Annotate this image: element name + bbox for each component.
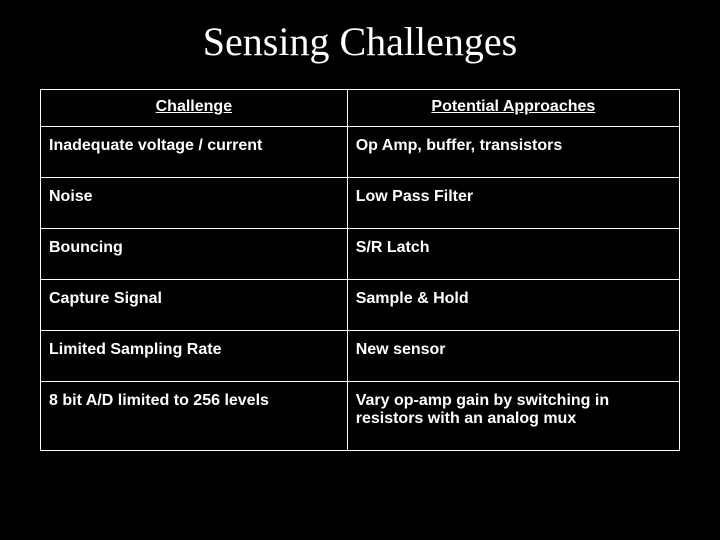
cell-approach: S/R Latch — [347, 229, 679, 280]
table-row: Bouncing S/R Latch — [41, 229, 680, 280]
table-header-row: Challenge Potential Approaches — [41, 90, 680, 127]
cell-approach: New sensor — [347, 331, 679, 382]
cell-approach: Sample & Hold — [347, 280, 679, 331]
cell-challenge: Noise — [41, 178, 348, 229]
table-row: Noise Low Pass Filter — [41, 178, 680, 229]
cell-challenge: Inadequate voltage / current — [41, 127, 348, 178]
table-row: Inadequate voltage / current Op Amp, buf… — [41, 127, 680, 178]
col-header-approaches: Potential Approaches — [347, 90, 679, 127]
cell-challenge: Bouncing — [41, 229, 348, 280]
slide: Sensing Challenges Challenge Potential A… — [0, 0, 720, 540]
cell-approach: Vary op-amp gain by switching in resisto… — [347, 382, 679, 451]
table-row: Capture Signal Sample & Hold — [41, 280, 680, 331]
cell-approach: Low Pass Filter — [347, 178, 679, 229]
challenges-table: Challenge Potential Approaches Inadequat… — [40, 89, 680, 451]
cell-challenge: 8 bit A/D limited to 256 levels — [41, 382, 348, 451]
slide-title: Sensing Challenges — [40, 18, 680, 65]
cell-challenge: Capture Signal — [41, 280, 348, 331]
cell-approach: Op Amp, buffer, transistors — [347, 127, 679, 178]
table-row: 8 bit A/D limited to 256 levels Vary op-… — [41, 382, 680, 451]
cell-challenge: Limited Sampling Rate — [41, 331, 348, 382]
col-header-challenge: Challenge — [41, 90, 348, 127]
table-row: Limited Sampling Rate New sensor — [41, 331, 680, 382]
